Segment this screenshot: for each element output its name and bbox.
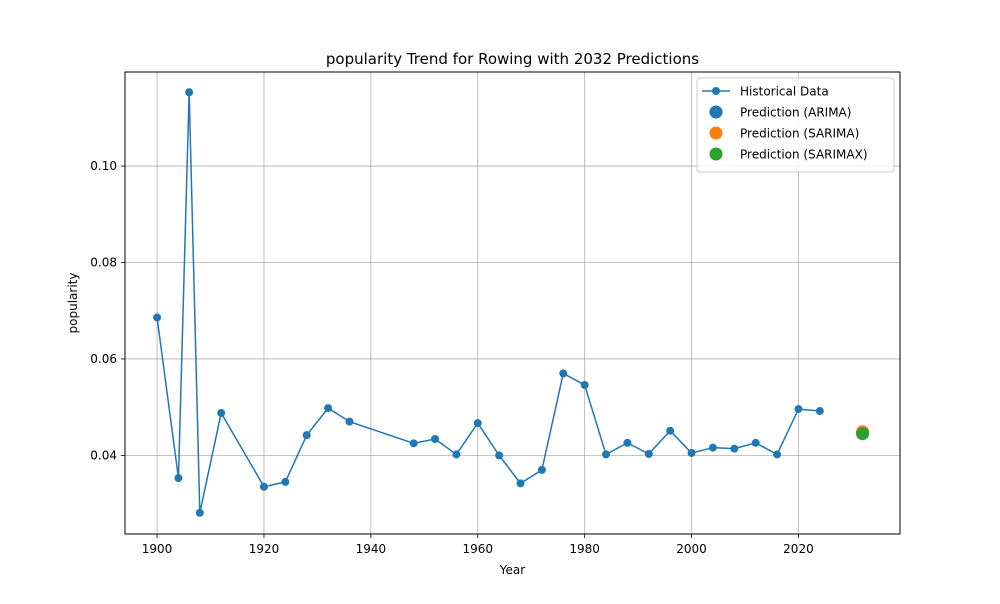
historical-data-point xyxy=(495,451,504,460)
x-tick-label: 1980 xyxy=(569,542,600,556)
legend-marker-swatch xyxy=(709,147,723,161)
historical-data-point xyxy=(302,431,311,440)
x-tick-label: 2020 xyxy=(783,542,814,556)
historical-data-point xyxy=(431,434,439,443)
historical-data-point xyxy=(623,438,632,447)
chart-title: popularity Trend for Rowing with 2032 Pr… xyxy=(326,50,699,68)
x-tick-label: 2000 xyxy=(676,542,707,556)
historical-data-point xyxy=(174,474,183,483)
historical-data-point xyxy=(324,404,333,413)
y-tick-label: 0.10 xyxy=(90,159,117,173)
historical-data-point xyxy=(815,407,824,416)
historical-data-point xyxy=(473,419,482,428)
historical-data-point xyxy=(687,448,696,457)
historical-data-point xyxy=(751,438,760,447)
historical-data-point xyxy=(345,417,354,426)
legend-entry-label: Prediction (SARIMAX) xyxy=(740,148,868,162)
historical-data-point xyxy=(217,408,226,417)
plot-series xyxy=(153,88,870,517)
legend-entry-label: Historical Data xyxy=(740,85,829,99)
historical-data-point xyxy=(537,465,546,474)
historical-data-point xyxy=(185,88,194,97)
y-tick-label: 0.06 xyxy=(90,352,117,366)
historical-data-point xyxy=(580,380,589,389)
historical-data-point xyxy=(708,443,717,452)
y-tick-label: 0.04 xyxy=(90,448,117,462)
historical-data-point xyxy=(666,426,675,435)
legend-marker-swatch xyxy=(712,87,720,95)
historical-data-point xyxy=(602,450,611,459)
legend-marker-swatch xyxy=(709,126,723,140)
historical-data-point xyxy=(259,482,268,491)
x-tick-label: 1900 xyxy=(142,542,173,556)
historical-data-point xyxy=(153,313,162,322)
x-tick-label: 1940 xyxy=(356,542,387,556)
historical-data-point xyxy=(195,508,204,517)
legend-marker-swatch xyxy=(709,105,723,119)
historical-data-point xyxy=(794,405,803,414)
axes-frame xyxy=(124,71,901,535)
legend: Historical Data Prediction (ARIMA) Predict… xyxy=(696,77,895,173)
historical-data-point xyxy=(559,369,568,378)
historical-data-point xyxy=(409,439,418,448)
legend-entry-label: Prediction (SARIMA) xyxy=(740,127,859,141)
historical-data-point xyxy=(516,479,525,488)
axis-ticks: 1900 1920 1940 1960 1980 2000 2020 0.04 0.06 0.08… xyxy=(90,159,813,556)
historical-data-point xyxy=(730,444,739,453)
x-tick-label: 1960 xyxy=(462,542,493,556)
x-tick-label: 1920 xyxy=(249,542,280,556)
y-tick-label: 0.08 xyxy=(90,255,117,269)
prediction-sarimax-point xyxy=(856,427,870,441)
historical-data-point xyxy=(644,449,653,458)
x-axis-label: Year xyxy=(499,563,525,577)
legend-entry-label: Prediction (ARIMA) xyxy=(740,106,851,120)
y-axis-label: popularity xyxy=(66,273,80,334)
historical-data-point xyxy=(452,450,461,459)
historical-data-point xyxy=(281,477,290,486)
historical-data-point xyxy=(773,450,782,459)
legend-box xyxy=(696,77,895,173)
